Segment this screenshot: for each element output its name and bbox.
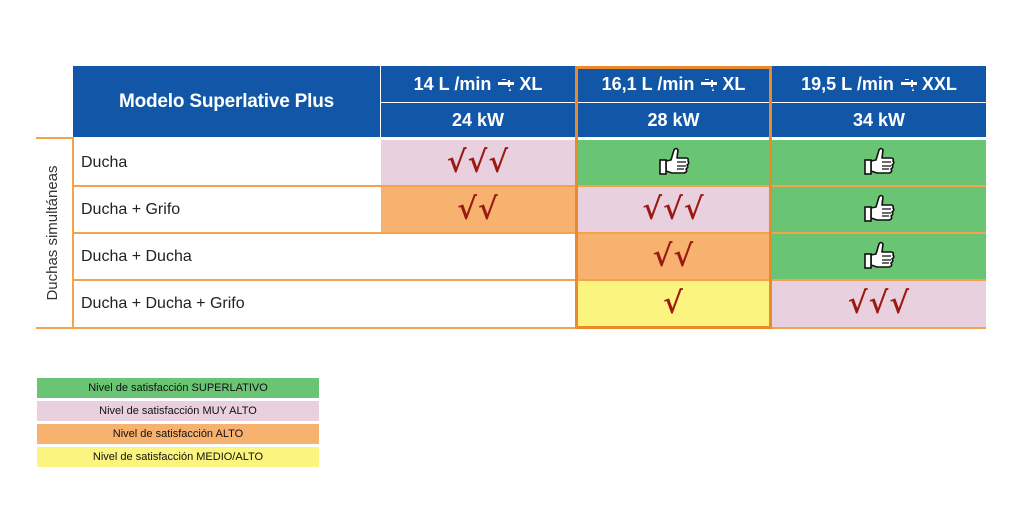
table-divider — [73, 279, 986, 281]
check-marks: √√ — [652, 238, 695, 274]
flow-rate: 19,5 L /min — [801, 73, 894, 94]
row-label: Ducha + Ducha — [81, 247, 192, 265]
recommended-column-highlight — [575, 66, 772, 329]
legend-alto: Nivel de satisfacción ALTO — [36, 423, 320, 445]
row-label: Ducha — [81, 153, 128, 171]
column-power-header: 28 kW — [576, 103, 771, 137]
power-value: 28 kW — [647, 109, 700, 130]
column-flow-header: 14 L /min XL — [381, 66, 575, 102]
check-marks: √√√ — [847, 286, 911, 321]
cell-superlativo — [576, 140, 771, 185]
table-divider — [73, 185, 986, 187]
cell-superlativo — [772, 187, 986, 232]
size-label: XXL — [921, 73, 957, 94]
cell-superlativo — [772, 234, 986, 279]
faucet-icon — [701, 79, 718, 91]
side-label-cell: Duchas simultáneas — [36, 139, 72, 327]
thumbs-up-icon — [864, 147, 895, 175]
row-label: Ducha + Ducha + Grifo — [81, 295, 245, 312]
cell-superlativo — [772, 140, 986, 185]
check-marks: √√√ — [642, 191, 705, 227]
power-value: 24 kW — [451, 109, 505, 130]
flow-rate: 16,1 L /min — [601, 73, 695, 94]
power-value: 34 kW — [852, 109, 906, 130]
thumbs-up-icon — [864, 194, 895, 222]
size-label: XL — [722, 73, 746, 94]
thumbs-up-icon — [658, 147, 690, 175]
legend-text: Nivel de satisfacción MEDIO/ALTO — [92, 451, 264, 463]
legend-superlativo: Nivel de satisfacción SUPERLATIVO — [36, 377, 320, 399]
size-label: XL — [519, 73, 543, 94]
check-marks: √√ — [457, 191, 499, 227]
thumbs-up-icon — [864, 241, 895, 269]
column-flow-header: 19,5 L /min XXL — [772, 66, 986, 102]
faucet-icon — [498, 79, 515, 91]
header-title-cell: Modelo Superlative Plus — [73, 66, 380, 137]
row-label: Ducha + Grifo — [81, 200, 181, 218]
table-divider — [36, 327, 986, 329]
model-title: Modelo Superlative Plus — [118, 90, 334, 112]
column-flow-header: 16,1 L /min XL — [576, 66, 771, 102]
check-marks: √ — [663, 286, 684, 321]
legend-text: Nivel de satisfacción MUY ALTO — [99, 405, 257, 417]
column-power-header: 24 kW — [381, 103, 575, 137]
cell-alto: √√ — [381, 187, 575, 232]
table-divider — [73, 232, 986, 234]
table-divider — [36, 137, 73, 139]
side-label: Duchas simultáneas — [44, 165, 61, 301]
legend-medio-alto: Nivel de satisfacción MEDIO/ALTO — [36, 446, 320, 468]
check-marks: √√√ — [446, 144, 510, 180]
table-divider — [72, 137, 74, 329]
cell-alto: √√ — [576, 234, 771, 279]
cell-muy-alto: √√√ — [381, 140, 575, 185]
column-power-header: 34 kW — [772, 103, 986, 137]
legend-text: Nivel de satisfacción ALTO — [112, 428, 244, 440]
cell-muy-alto: √√√ — [772, 281, 986, 327]
cell-medio-alto: √ — [576, 281, 771, 327]
legend-muy-alto: Nivel de satisfacción MUY ALTO — [36, 400, 320, 422]
faucet-icon — [900, 79, 917, 91]
flow-rate: 14 L /min — [413, 73, 492, 94]
cell-muy-alto: √√√ — [576, 187, 771, 232]
legend-text: Nivel de satisfacción SUPERLATIVO — [88, 382, 268, 394]
